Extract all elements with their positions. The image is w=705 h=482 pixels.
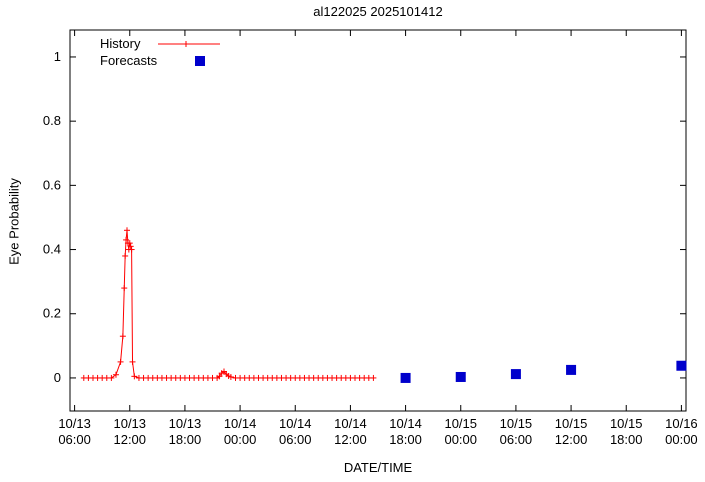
legend-label-forecasts: Forecasts [100,53,158,68]
plot-border [69,29,687,412]
history-line [83,230,374,379]
x-tick-label-time: 12:00 [334,432,367,447]
x-tick-label-time: 00:00 [444,432,477,447]
x-tick-label-date: 10/16 [665,416,698,431]
chart-title: al122025 2025101412 [313,4,443,19]
forecast-point [566,364,577,375]
y-tick-label: 0.8 [43,113,61,128]
forecast-point [400,372,411,383]
x-tick-label-date: 10/13 [113,416,146,431]
forecast-point [676,360,687,371]
x-tick-label-time: 00:00 [224,432,257,447]
x-tick-label-date: 10/15 [500,416,533,431]
x-tick-label-time: 18:00 [389,432,422,447]
x-tick-label-time: 18:00 [610,432,643,447]
x-tick-label-date: 10/13 [169,416,202,431]
x-tick-label-time: 06:00 [58,432,91,447]
x-tick-label-date: 10/14 [224,416,257,431]
x-tick-label-time: 12:00 [113,432,146,447]
legend-label-history: History [100,36,141,51]
x-axis-label: DATE/TIME [343,460,413,475]
y-tick-label: 0.6 [43,177,61,192]
y-tick-label: 0.2 [43,306,61,321]
x-tick-label-date: 10/14 [279,416,312,431]
y-tick-label: 0.4 [43,242,61,257]
x-tick-label-date: 10/15 [555,416,588,431]
x-tick-label-date: 10/14 [334,416,367,431]
y-tick-label: 0 [54,370,61,385]
x-tick-label-time: 12:00 [555,432,588,447]
x-tick-label-time: 18:00 [169,432,202,447]
x-tick-label-time: 00:00 [665,432,698,447]
x-tick-label-time: 06:00 [500,432,533,447]
forecast-point [455,371,466,382]
y-axis-label: Eye Probability [6,178,22,265]
x-tick-label-date: 10/15 [610,416,643,431]
x-tick-label-date: 10/14 [389,416,422,431]
x-tick-label-date: 10/15 [444,416,477,431]
legend-forecasts-sample [195,56,205,66]
forecast-point [510,369,521,380]
x-tick-label-date: 10/13 [58,416,91,431]
x-tick-label-time: 06:00 [279,432,312,447]
y-tick-label: 1 [54,49,61,64]
